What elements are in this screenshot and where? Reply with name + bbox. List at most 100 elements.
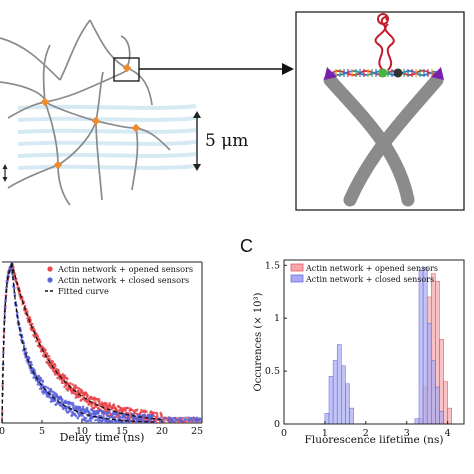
decay-xtick-label: 25	[191, 426, 203, 437]
closed-sensor-point	[129, 426, 132, 429]
closed-sensor-point	[111, 421, 115, 423]
dna-duplex	[331, 69, 439, 77]
closed-sensor-point	[64, 409, 68, 412]
opened-sensor-point	[0, 417, 4, 420]
small-double-arrow	[2, 164, 8, 182]
closed-sensor-point	[185, 418, 188, 421]
bundle-fiber	[17, 164, 197, 170]
bundle-fiber	[17, 104, 197, 110]
lifetime-histogram: 0 1 2 3 4 0 0.5 1 1.5 Actin network + opened sen…	[253, 259, 465, 446]
opened-sensor-point	[45, 352, 49, 355]
hist-xtick-label: 1	[322, 428, 328, 439]
legend-closed: Actin network + closed sensors	[57, 275, 189, 285]
closed-sensor-point	[72, 404, 75, 407]
opened-sensor-point	[26, 310, 29, 313]
closed-sensor-point	[151, 427, 154, 430]
closed-sensor-point	[29, 360, 33, 364]
closed-sensor-point	[191, 419, 194, 422]
closed-sensor-point	[182, 416, 185, 420]
hist-ylabel: Occurences (× 10³)	[253, 292, 264, 391]
closed-sensor-point	[167, 419, 170, 422]
opened-sensor-point	[135, 408, 139, 411]
crosslink-node	[91, 116, 101, 126]
closed-sensor-point	[177, 416, 180, 419]
donor-dye	[378, 68, 388, 78]
opened-sensor-point	[51, 360, 55, 363]
closed-sensor-point	[179, 416, 182, 419]
closed-sensor-point	[193, 418, 196, 422]
closed-sensor-point	[134, 423, 137, 426]
crosslink-node	[131, 123, 141, 133]
closed-sensor-point	[195, 421, 198, 423]
closed-sensor-point	[41, 380, 45, 384]
closed-sensor-point	[199, 417, 202, 421]
closed-sensor-point	[148, 420, 151, 423]
opened-sensor-point	[145, 410, 148, 414]
closed-sensor-point	[106, 424, 109, 427]
closed-sensor-point	[107, 424, 110, 427]
opened-sensor-point	[60, 381, 64, 385]
closed-sensor-point	[129, 420, 132, 423]
opened-hist-bar	[443, 381, 448, 425]
closed-hist-bar	[414, 418, 420, 425]
hist-xtick-label: 2	[363, 428, 369, 439]
closed-sensor-point	[147, 422, 149, 423]
closed-sensor-point	[13, 287, 16, 290]
closed-sensor-point	[109, 424, 112, 427]
opened-sensor-point	[1, 409, 4, 413]
closed-sensor-point	[167, 416, 170, 419]
actin-fiber	[42, 44, 51, 103]
closed-hist-bar	[328, 376, 334, 425]
closed-sensor-point	[137, 427, 140, 430]
closed-sensor-point	[143, 424, 146, 427]
actin-fiber	[95, 120, 103, 201]
closed-sensor-point	[100, 420, 104, 423]
closed-sensor-point	[11, 273, 15, 276]
closed-sensor-point	[173, 416, 177, 419]
hist-ytick-label: 1	[274, 313, 280, 324]
opened-sensor-point	[124, 409, 127, 412]
closed-sensor-point	[192, 421, 195, 423]
actin-fiber	[59, 19, 91, 81]
hist-legend-opened: Actin network + opened sensors	[305, 264, 438, 273]
closed-sensor-point	[22, 344, 26, 348]
closed-hist-bar	[349, 407, 354, 425]
closed-sensor-point	[140, 425, 143, 428]
legend-opened: Actin network + opened sensors	[57, 264, 193, 274]
closed-sensor-point	[116, 412, 120, 416]
opened-sensor-point	[56, 376, 59, 380]
closed-sensor-point	[142, 416, 145, 419]
closed-sensor-point	[129, 426, 132, 429]
opened-sensor-point	[39, 340, 42, 344]
decay-xtick-label: 20	[156, 426, 168, 437]
closed-sensor-point	[197, 418, 200, 421]
actin-fiber	[89, 19, 128, 69]
anchor-triangle-left	[324, 67, 337, 80]
closed-sensor-point	[164, 416, 167, 419]
closed-sensor-point	[99, 409, 102, 413]
hist-legend: Actin network + opened sensors Actin net…	[290, 263, 438, 284]
closed-sensor-point	[10, 267, 13, 270]
opened-sensor-point	[66, 377, 69, 381]
closed-sensor-point	[110, 425, 113, 428]
opened-sensor-point	[112, 403, 116, 406]
closed-sensor-point	[33, 369, 36, 372]
closed-sensor-point	[125, 421, 129, 423]
panel-c-letter: C	[240, 236, 253, 256]
closed-sensor-point	[139, 424, 142, 427]
closed-sensor-point	[124, 416, 127, 420]
closed-sensor-point	[91, 421, 94, 423]
closed-sensor-point	[175, 418, 178, 422]
closed-sensor-point	[141, 426, 144, 429]
opened-sensor-point	[94, 401, 97, 404]
opened-sensor-point	[36, 335, 40, 339]
closed-sensor-point	[110, 424, 113, 427]
closed-sensor-point	[148, 424, 151, 427]
closed-sensor-point	[84, 416, 88, 420]
actin-fiber	[95, 71, 104, 122]
closed-hist-bar	[332, 360, 338, 425]
closed-sensor-point	[133, 426, 136, 429]
closed-hist-bar	[422, 267, 428, 425]
closed-sensor-point	[86, 406, 89, 410]
actin-network-schematic	[0, 19, 197, 206]
